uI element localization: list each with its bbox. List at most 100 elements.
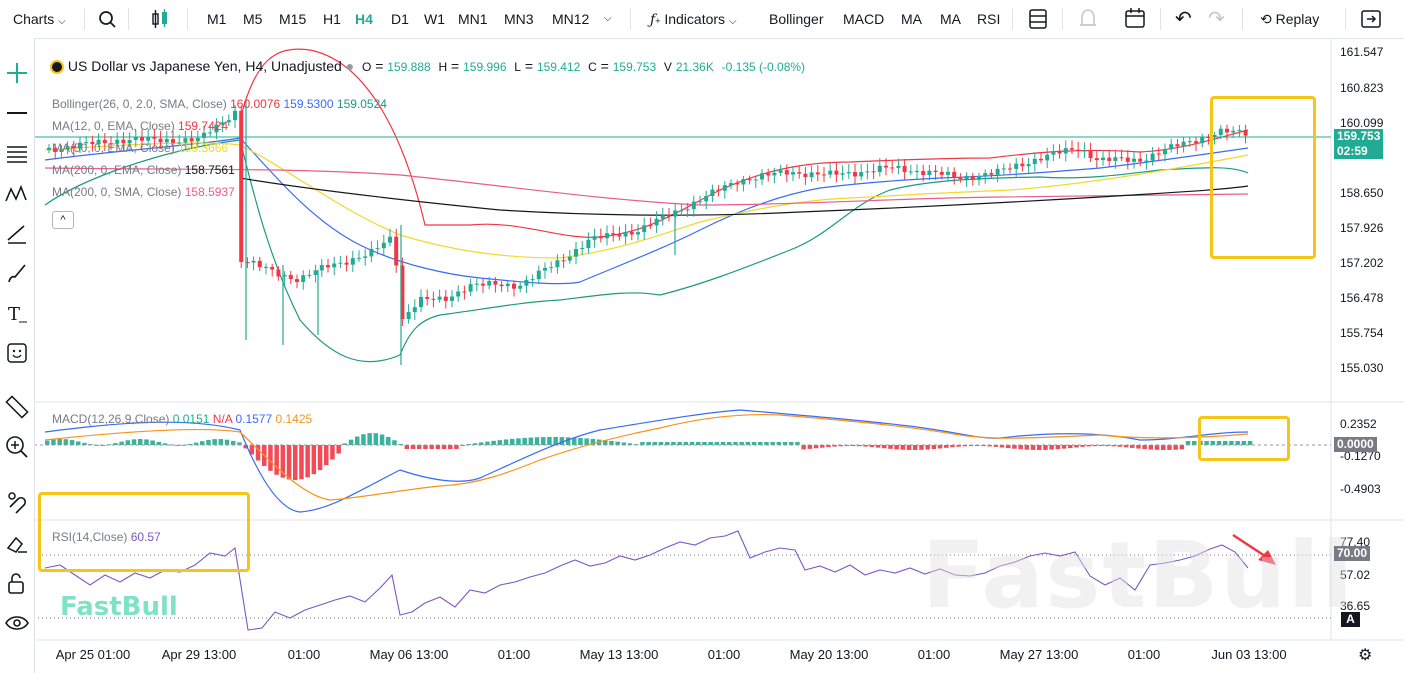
macd-bar bbox=[925, 445, 930, 450]
candle-body bbox=[276, 269, 281, 277]
auto-scale-button[interactable]: A bbox=[1341, 612, 1360, 627]
zoom-in-icon[interactable] bbox=[4, 434, 30, 460]
search-icon[interactable] bbox=[98, 0, 116, 38]
macd-bar bbox=[1092, 445, 1098, 447]
rsi-line bbox=[44, 530, 1249, 631]
timeframe-d1[interactable]: D1 bbox=[391, 11, 409, 27]
high-label: H bbox=[438, 60, 448, 74]
alert-icon[interactable] bbox=[1078, 0, 1098, 38]
ma1-legend[interactable]: MA(12, 0, EMA, Close) 159.7424 bbox=[52, 119, 228, 133]
function-icon: ƒ bbox=[650, 12, 656, 28]
candle-body bbox=[642, 225, 647, 233]
candle-body bbox=[1039, 158, 1043, 161]
text-tool-icon[interactable]: T bbox=[4, 300, 30, 326]
arrow-annotation bbox=[1232, 533, 1269, 560]
low-value: 159.412 bbox=[536, 60, 581, 74]
macd-bar bbox=[894, 445, 899, 450]
candle-body bbox=[412, 307, 417, 313]
crosshair-icon[interactable] bbox=[4, 60, 30, 86]
candlestick-series[interactable] bbox=[47, 100, 1248, 365]
fib-lines-icon[interactable] bbox=[4, 140, 30, 166]
layout-icon[interactable] bbox=[1028, 0, 1048, 38]
bollinger-legend[interactable]: Bollinger(26, 0, 2.0, SMA, Close) 160.00… bbox=[52, 97, 387, 111]
candle-body bbox=[679, 210, 684, 212]
settings-gear-icon[interactable]: ⚙ bbox=[1358, 647, 1373, 664]
candle-body bbox=[1194, 141, 1198, 144]
timeframe-mn3[interactable]: MN3 bbox=[504, 11, 534, 27]
quick-macd[interactable]: MACD bbox=[843, 11, 885, 27]
candle-body bbox=[1082, 150, 1087, 152]
ma2-legend[interactable]: MA(50, 0, EMA, Close) 159.3666 bbox=[52, 141, 228, 155]
trend-tool-icon[interactable] bbox=[4, 220, 30, 246]
candle-type-icon[interactable] bbox=[150, 0, 170, 38]
brush-icon[interactable] bbox=[4, 260, 30, 286]
candle-body bbox=[673, 210, 678, 217]
ruler-icon[interactable] bbox=[4, 394, 30, 420]
redo-icon[interactable]: ↷ bbox=[1208, 8, 1225, 30]
macd-bar bbox=[410, 445, 416, 449]
timeframe-m5[interactable]: M5 bbox=[243, 11, 263, 27]
timeframe-h1[interactable]: H1 bbox=[323, 11, 341, 27]
timeframe-h4[interactable]: H4 bbox=[355, 11, 373, 27]
volume-value: 21.36K bbox=[675, 60, 714, 74]
macd-bar bbox=[429, 445, 434, 449]
candle-body bbox=[741, 179, 746, 185]
time-axis[interactable]: Apr 25 01:00 Apr 29 13:00 01:00 May 06 13:0… bbox=[56, 647, 1287, 662]
candle-body bbox=[840, 173, 845, 175]
candle-body bbox=[71, 146, 76, 149]
timeframe-m15[interactable]: M15 bbox=[279, 11, 307, 27]
macd-bar bbox=[45, 440, 50, 445]
ma3-legend[interactable]: MA(200, 0, EMA, Close) 158.7561 bbox=[52, 163, 235, 177]
calendar-icon[interactable] bbox=[1124, 0, 1146, 38]
lock-icon[interactable] bbox=[4, 570, 30, 596]
macd-bar bbox=[1074, 445, 1079, 448]
collapse-legend-button[interactable]: ^ bbox=[52, 211, 74, 229]
timeframe-m1[interactable]: M1 bbox=[207, 11, 227, 27]
eye-icon[interactable] bbox=[4, 610, 30, 636]
magnet-icon[interactable] bbox=[4, 488, 30, 514]
horizontal-line-icon[interactable] bbox=[4, 100, 30, 126]
candle-body bbox=[636, 232, 640, 235]
macd-bar bbox=[367, 433, 372, 445]
fullscreen-icon[interactable] bbox=[1360, 0, 1382, 38]
undo-icon[interactable]: ↶ bbox=[1175, 8, 1192, 30]
macd-bar bbox=[1055, 445, 1061, 450]
rsi-tick: 36.65 bbox=[1340, 599, 1370, 613]
indicators-menu[interactable]: ƒ+ Indicators ⌵ bbox=[650, 0, 737, 38]
ma4-legend[interactable]: MA(200, 0, SMA, Close) 158.5937 bbox=[52, 185, 235, 199]
quick-bollinger[interactable]: Bollinger bbox=[769, 11, 824, 27]
eraser-icon[interactable] bbox=[4, 530, 30, 556]
candle-body bbox=[561, 260, 566, 262]
candle-body bbox=[1020, 163, 1025, 167]
macd-legend[interactable]: MACD(12,26,9,Close) 0.0151 N/A 0.1577 0.… bbox=[52, 412, 312, 426]
macd-bar bbox=[999, 445, 1005, 448]
rsi-legend[interactable]: RSI(14,Close) 60.57 bbox=[52, 530, 161, 544]
macd-bar bbox=[454, 445, 459, 449]
bollinger-middle-value: 159.5300 bbox=[283, 97, 334, 111]
chevron-down-icon[interactable]: ⌵ bbox=[604, 13, 612, 24]
candle-body bbox=[518, 285, 523, 289]
candle-body bbox=[239, 110, 244, 262]
candle-body bbox=[1125, 157, 1130, 162]
candle-body bbox=[363, 256, 368, 258]
quick-rsi[interactable]: RSI bbox=[977, 11, 1001, 27]
replay-button[interactable]: ⟲ Replay bbox=[1260, 0, 1319, 38]
macd-bar bbox=[379, 434, 385, 445]
price-tick: 157.202 bbox=[1340, 256, 1384, 270]
quick-ma-2[interactable]: MA bbox=[940, 11, 961, 27]
indicators-label: Indicators bbox=[664, 11, 726, 27]
macd-bar bbox=[801, 445, 806, 450]
timeframe-mn12[interactable]: MN12 bbox=[552, 11, 590, 27]
candle-body bbox=[233, 110, 237, 121]
charts-menu[interactable]: Charts ⌵ bbox=[13, 0, 66, 38]
macd-bar bbox=[224, 439, 230, 445]
timeframe-mn1[interactable]: MN1 bbox=[458, 11, 488, 27]
pattern-icon[interactable] bbox=[4, 180, 30, 206]
timeframe-w1[interactable]: W1 bbox=[424, 11, 445, 27]
macd-tick: -0.4903 bbox=[1340, 482, 1381, 496]
emoji-icon[interactable] bbox=[4, 340, 30, 366]
candle-body bbox=[264, 266, 268, 268]
quick-ma[interactable]: MA bbox=[901, 11, 922, 27]
price-axis[interactable]: 161.547 160.823 160.099 158.650 157.926 157.2… bbox=[1340, 45, 1384, 613]
